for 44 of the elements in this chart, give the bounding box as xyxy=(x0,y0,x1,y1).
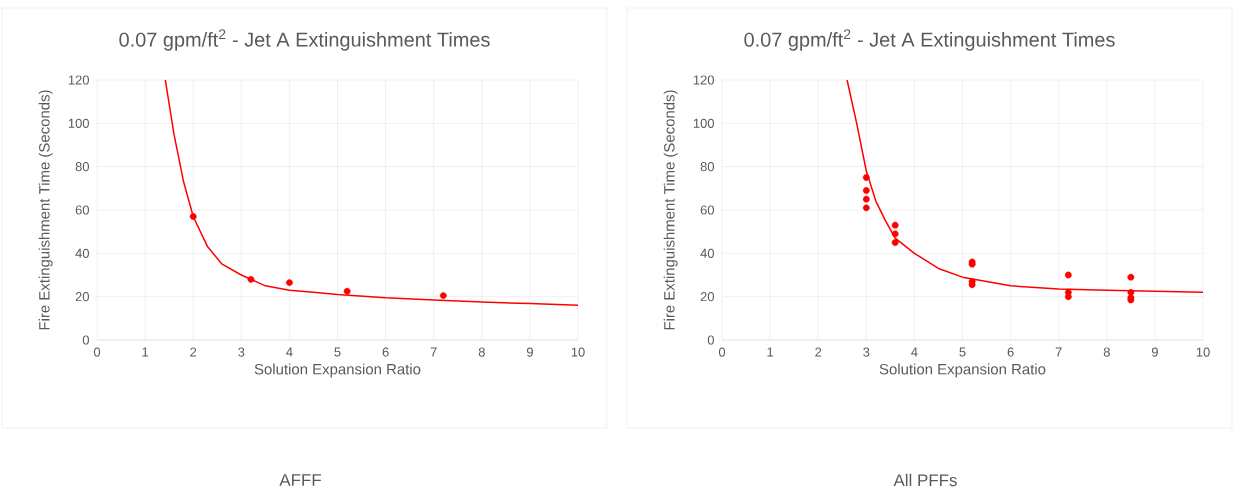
x-tick-label: 3 xyxy=(863,347,870,357)
x-tick-label: 7 xyxy=(430,347,437,357)
x-tick-label: 7 xyxy=(1055,347,1062,357)
chart-title: 0.07 gpm/ft$^{2}$ - Jet A Extinguishment Times xyxy=(119,29,490,51)
y-tick-label: 40 xyxy=(75,248,89,258)
x-tick-label: 10 xyxy=(571,347,585,357)
x-tick-label: 6 xyxy=(1007,347,1014,357)
x-tick-label: 2 xyxy=(190,347,197,357)
y-tick-label: 20 xyxy=(75,292,89,302)
y-axis-title: Fire Extinguishment Time (Seconds) xyxy=(38,90,53,330)
x-tick-label: 4 xyxy=(911,347,918,357)
chart-title: 0.07 gpm/ft$^{2}$ - Jet A Extinguishment Times xyxy=(744,29,1115,51)
x-axis-title: Solution Expansion Ratio xyxy=(879,363,1046,378)
y-tick-label: 80 xyxy=(700,162,715,172)
x-tick-label: 5 xyxy=(334,347,341,357)
y-tick-label: 0 xyxy=(707,335,715,345)
x-tick-label: 4 xyxy=(286,347,293,357)
x-tick-label: 8 xyxy=(478,347,485,357)
x-tick-label: 8 xyxy=(1103,347,1110,357)
text: AFFF xyxy=(279,474,322,486)
x-tick-label: 0 xyxy=(718,347,726,357)
x-tick-label: 1 xyxy=(142,347,149,357)
x-axis-title: Solution Expansion Ratio xyxy=(254,363,421,378)
x-tick-label: 1 xyxy=(767,347,774,357)
x-tick-label: 10 xyxy=(1196,347,1210,357)
x-tick-label: 9 xyxy=(1151,347,1158,357)
y-tick-label: 120 xyxy=(68,75,89,85)
x-tick-label: 9 xyxy=(526,347,533,357)
x-tick-label: 6 xyxy=(382,347,389,357)
y-tick-label: 120 xyxy=(693,75,714,85)
y-tick-label: 20 xyxy=(700,292,715,302)
y-tick-label: 0 xyxy=(82,335,90,345)
text: All PFFs xyxy=(893,473,957,487)
x-tick-label: 5 xyxy=(959,347,966,357)
x-tick-label: 0 xyxy=(93,347,101,357)
y-tick-label: 40 xyxy=(700,248,715,258)
y-tick-label: 60 xyxy=(700,205,715,215)
y-tick-label: 100 xyxy=(68,118,89,128)
y-axis-title: Fire Extinguishment Time (Seconds) xyxy=(663,90,678,330)
y-tick-label: 100 xyxy=(693,118,714,128)
y-tick-label: 80 xyxy=(75,162,89,172)
y-tick-label: 60 xyxy=(75,205,89,215)
x-tick-label: 2 xyxy=(815,347,822,357)
x-tick-label: 3 xyxy=(238,347,245,357)
